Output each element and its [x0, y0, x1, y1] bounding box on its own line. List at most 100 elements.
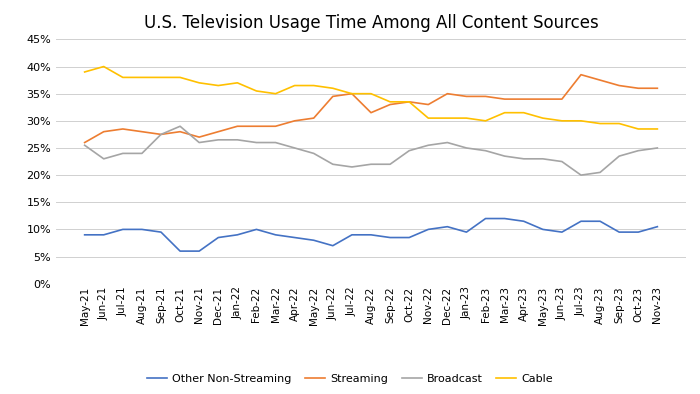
- Other Non-Streaming: [634, 230, 643, 234]
- Cable: [99, 64, 108, 69]
- Cable: [309, 83, 318, 88]
- Other Non-Streaming: [99, 232, 108, 237]
- Broadcast: [386, 162, 394, 167]
- Broadcast: [558, 159, 566, 164]
- Broadcast: [176, 124, 184, 128]
- Streaming: [653, 86, 662, 91]
- Cable: [214, 83, 223, 88]
- Cable: [634, 126, 643, 131]
- Streaming: [290, 119, 299, 123]
- Other Non-Streaming: [118, 227, 127, 232]
- Other Non-Streaming: [80, 232, 89, 237]
- Cable: [424, 116, 433, 121]
- Other Non-Streaming: [424, 227, 433, 232]
- Streaming: [272, 124, 280, 128]
- Streaming: [195, 135, 204, 139]
- Cable: [328, 86, 337, 91]
- Other Non-Streaming: [482, 216, 490, 221]
- Broadcast: [157, 132, 165, 137]
- Cable: [386, 99, 394, 104]
- Cable: [195, 80, 204, 85]
- Streaming: [424, 102, 433, 107]
- Other Non-Streaming: [138, 227, 146, 232]
- Line: Cable: Cable: [85, 67, 657, 129]
- Cable: [405, 99, 414, 104]
- Streaming: [577, 72, 585, 77]
- Cable: [348, 91, 356, 96]
- Streaming: [99, 129, 108, 134]
- Broadcast: [615, 154, 624, 158]
- Broadcast: [577, 173, 585, 177]
- Cable: [443, 116, 452, 121]
- Cable: [290, 83, 299, 88]
- Broadcast: [195, 140, 204, 145]
- Cable: [272, 91, 280, 96]
- Streaming: [80, 140, 89, 145]
- Cable: [519, 110, 528, 115]
- Broadcast: [309, 151, 318, 156]
- Streaming: [233, 124, 242, 128]
- Streaming: [558, 97, 566, 102]
- Other Non-Streaming: [309, 238, 318, 243]
- Other Non-Streaming: [500, 216, 509, 221]
- Broadcast: [80, 143, 89, 148]
- Streaming: [519, 97, 528, 102]
- Line: Other Non-Streaming: Other Non-Streaming: [85, 219, 657, 251]
- Cable: [462, 116, 470, 121]
- Broadcast: [653, 146, 662, 151]
- Cable: [500, 110, 509, 115]
- Streaming: [615, 83, 624, 88]
- Broadcast: [138, 151, 146, 156]
- Cable: [118, 75, 127, 80]
- Broadcast: [424, 143, 433, 148]
- Streaming: [309, 116, 318, 121]
- Cable: [176, 75, 184, 80]
- Streaming: [157, 132, 165, 137]
- Other Non-Streaming: [577, 219, 585, 224]
- Cable: [558, 119, 566, 123]
- Cable: [252, 89, 260, 93]
- Broadcast: [99, 156, 108, 161]
- Broadcast: [500, 154, 509, 158]
- Cable: [80, 70, 89, 74]
- Other Non-Streaming: [176, 249, 184, 253]
- Streaming: [214, 129, 223, 134]
- Other Non-Streaming: [538, 227, 547, 232]
- Other Non-Streaming: [519, 219, 528, 224]
- Broadcast: [462, 146, 470, 151]
- Title: U.S. Television Usage Time Among All Content Sources: U.S. Television Usage Time Among All Con…: [144, 14, 598, 32]
- Other Non-Streaming: [233, 232, 242, 237]
- Broadcast: [214, 138, 223, 142]
- Streaming: [482, 94, 490, 99]
- Other Non-Streaming: [405, 235, 414, 240]
- Streaming: [118, 126, 127, 131]
- Line: Broadcast: Broadcast: [85, 126, 657, 175]
- Streaming: [348, 91, 356, 96]
- Broadcast: [233, 138, 242, 142]
- Other Non-Streaming: [195, 249, 204, 253]
- Streaming: [386, 102, 394, 107]
- Other Non-Streaming: [615, 230, 624, 234]
- Cable: [482, 119, 490, 123]
- Streaming: [405, 99, 414, 104]
- Streaming: [443, 91, 452, 96]
- Broadcast: [367, 162, 375, 167]
- Broadcast: [328, 162, 337, 167]
- Cable: [596, 121, 604, 126]
- Cable: [367, 91, 375, 96]
- Cable: [538, 116, 547, 121]
- Other Non-Streaming: [367, 232, 375, 237]
- Streaming: [634, 86, 643, 91]
- Legend: Other Non-Streaming, Streaming, Broadcast, Cable: Other Non-Streaming, Streaming, Broadcas…: [142, 370, 558, 388]
- Other Non-Streaming: [443, 224, 452, 229]
- Streaming: [500, 97, 509, 102]
- Broadcast: [596, 170, 604, 175]
- Broadcast: [482, 148, 490, 153]
- Streaming: [462, 94, 470, 99]
- Cable: [615, 121, 624, 126]
- Broadcast: [290, 146, 299, 151]
- Cable: [653, 126, 662, 131]
- Other Non-Streaming: [558, 230, 566, 234]
- Other Non-Streaming: [252, 227, 260, 232]
- Line: Streaming: Streaming: [85, 75, 657, 143]
